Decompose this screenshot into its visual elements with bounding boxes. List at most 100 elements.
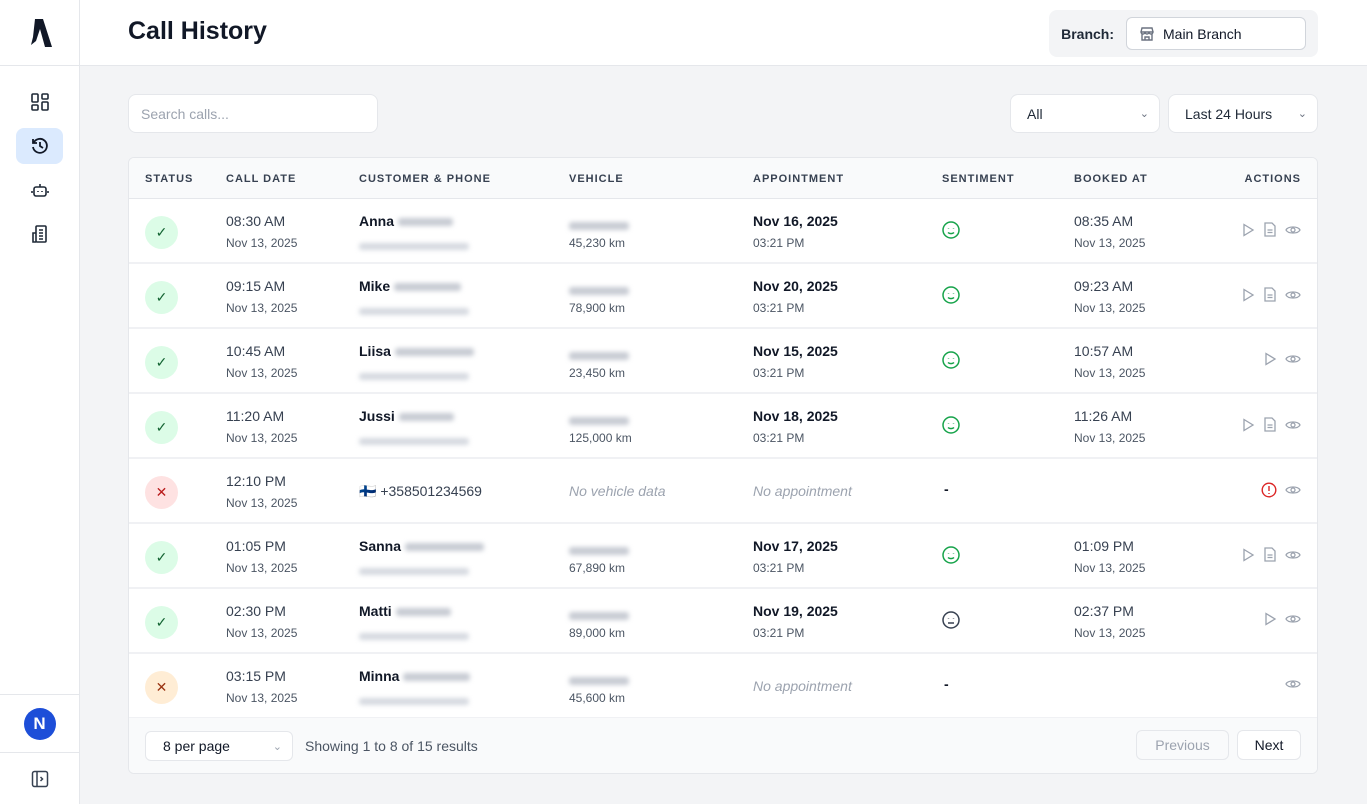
call-date: Nov 13, 2025 [226, 366, 298, 380]
customer-phone-redacted [359, 369, 469, 383]
status-filter-value: All [1027, 105, 1043, 122]
sidebar-item-branches[interactable] [16, 216, 63, 252]
sentiment-positive-icon [942, 351, 960, 374]
sentiment-empty: - [944, 481, 949, 497]
redacted-phone [359, 373, 469, 381]
sidebar-item-call-history[interactable] [16, 128, 63, 164]
appointment-time: 03:21 PM [753, 236, 805, 250]
call-time: 08:30 AM [226, 213, 286, 229]
time-filter-value: Last 24 Hours [1185, 105, 1273, 122]
redacted-surname [397, 218, 453, 227]
per-page-select[interactable]: 8 per page ⌄ [145, 731, 293, 761]
store-icon [1140, 26, 1154, 41]
table-row[interactable]: ✓ 10:45 AM Nov 13, 2025 Liisa 23,450 km No… [129, 329, 1317, 394]
table-row[interactable]: ✓ 11:20 AM Nov 13, 2025 Jussi 125,000 km N… [129, 394, 1317, 459]
vehicle-mileage: 89,000 km [569, 626, 626, 640]
table-row[interactable]: ✓ 09:15 AM Nov 13, 2025 Mike 78,900 km Nov… [129, 264, 1317, 329]
vehicle-mileage: 45,600 km [569, 691, 626, 705]
call-time: 09:15 AM [226, 278, 286, 294]
bot-icon [30, 184, 49, 197]
redacted-plate [569, 221, 629, 230]
sidebar-item-assistant[interactable] [16, 172, 63, 208]
row-actions [1241, 222, 1301, 242]
call-history-table: STATUS CALL DATE CUSTOMER & PHONE VEHICL… [128, 157, 1318, 774]
row-actions [1241, 417, 1301, 437]
no-appointment: No appointment [753, 678, 852, 694]
table-footer: 8 per page ⌄ Showing 1 to 8 of 15 results… [129, 718, 1317, 773]
branch-selector: Branch: Main Branch [1049, 10, 1318, 57]
view-details-icon[interactable] [1285, 223, 1301, 242]
play-recording-icon[interactable] [1241, 287, 1255, 307]
branch-value: Main Branch [1163, 25, 1242, 42]
vehicle-mileage: 78,900 km [569, 301, 626, 315]
search-input[interactable] [128, 94, 378, 133]
no-vehicle-data: No vehicle data [569, 483, 666, 499]
vehicle-mileage: 23,450 km [569, 366, 626, 380]
view-details-icon[interactable] [1285, 288, 1301, 307]
transcript-icon[interactable] [1263, 287, 1277, 307]
call-time: 01:05 PM [226, 538, 286, 554]
status-badge: ✓ [145, 346, 178, 379]
transcript-icon[interactable] [1263, 417, 1277, 437]
appointment-time: 03:21 PM [753, 561, 805, 575]
status-badge: ✓ [145, 216, 178, 249]
row-actions [1261, 482, 1301, 503]
customer-first-name: Mike [359, 278, 391, 294]
customer-first-name: Anna [359, 213, 394, 229]
error-alert-icon[interactable] [1261, 482, 1277, 503]
transcript-icon[interactable] [1263, 547, 1277, 567]
call-date: Nov 13, 2025 [226, 431, 298, 445]
redacted-plate [569, 611, 629, 620]
redacted-plate [569, 546, 629, 555]
logo[interactable] [0, 0, 79, 66]
x-icon: ✕ [155, 679, 168, 695]
play-recording-icon[interactable] [1263, 352, 1277, 371]
customer-first-name: Liisa [359, 343, 391, 359]
customer-phone-redacted [359, 694, 469, 708]
time-filter-select[interactable]: Last 24 Hours ⌄ [1168, 94, 1318, 133]
customer-phone-redacted [359, 239, 469, 253]
customer-name: Mike [359, 278, 462, 294]
customer-name: Sanna [359, 538, 484, 554]
vehicle-mileage: 125,000 km [569, 431, 632, 445]
play-recording-icon[interactable] [1241, 222, 1255, 242]
vehicle-plate-redacted [569, 672, 629, 690]
appointment-date: Nov 16, 2025 [753, 213, 838, 229]
building-icon [31, 225, 47, 243]
branch-select[interactable]: Main Branch [1126, 17, 1306, 50]
sidebar-toggle-button[interactable] [0, 752, 79, 804]
sentiment-positive-icon [942, 286, 960, 309]
sidebar-item-dashboard[interactable] [16, 84, 63, 120]
table-row[interactable]: ✓ 02:30 PM Nov 13, 2025 Matti 89,000 km No… [129, 589, 1317, 654]
table-row[interactable]: ✕ 12:10 PM Nov 13, 2025 🇫🇮 +358501234569 N… [129, 459, 1317, 524]
view-details-icon[interactable] [1285, 612, 1301, 631]
table-row[interactable]: ✓ 01:05 PM Nov 13, 2025 Sanna 67,890 km No… [129, 524, 1317, 589]
transcript-icon[interactable] [1263, 222, 1277, 242]
play-recording-icon[interactable] [1241, 417, 1255, 437]
table-row[interactable]: ✕ 03:15 PM Nov 13, 2025 Minna 45,600 km No… [129, 654, 1317, 719]
status-filter-select[interactable]: All ⌄ [1010, 94, 1160, 133]
vehicle-plate-redacted [569, 542, 629, 560]
redacted-plate [569, 416, 629, 425]
next-button[interactable]: Next [1237, 730, 1301, 760]
call-time: 11:20 AM [226, 408, 285, 424]
avatar[interactable]: N [23, 707, 56, 740]
play-recording-icon[interactable] [1263, 612, 1277, 631]
status-badge: ✓ [145, 411, 178, 444]
call-time: 02:30 PM [226, 603, 286, 619]
column-header-booked-at: BOOKED AT [1074, 173, 1148, 185]
table-row[interactable]: ✓ 08:30 AM Nov 13, 2025 Anna 45,230 km Nov… [129, 199, 1317, 264]
view-details-icon[interactable] [1285, 677, 1301, 696]
previous-button[interactable]: Previous [1136, 730, 1229, 760]
booked-date: Nov 13, 2025 [1074, 366, 1146, 380]
view-details-icon[interactable] [1285, 352, 1301, 371]
column-header-call-date: CALL DATE [226, 173, 297, 185]
appointment-time: 03:21 PM [753, 301, 805, 315]
view-details-icon[interactable] [1285, 418, 1301, 437]
view-details-icon[interactable] [1285, 548, 1301, 567]
call-time: 10:45 AM [226, 343, 286, 359]
logo-icon [30, 18, 52, 47]
view-details-icon[interactable] [1285, 483, 1301, 502]
play-recording-icon[interactable] [1241, 547, 1255, 567]
redacted-phone [359, 243, 469, 251]
